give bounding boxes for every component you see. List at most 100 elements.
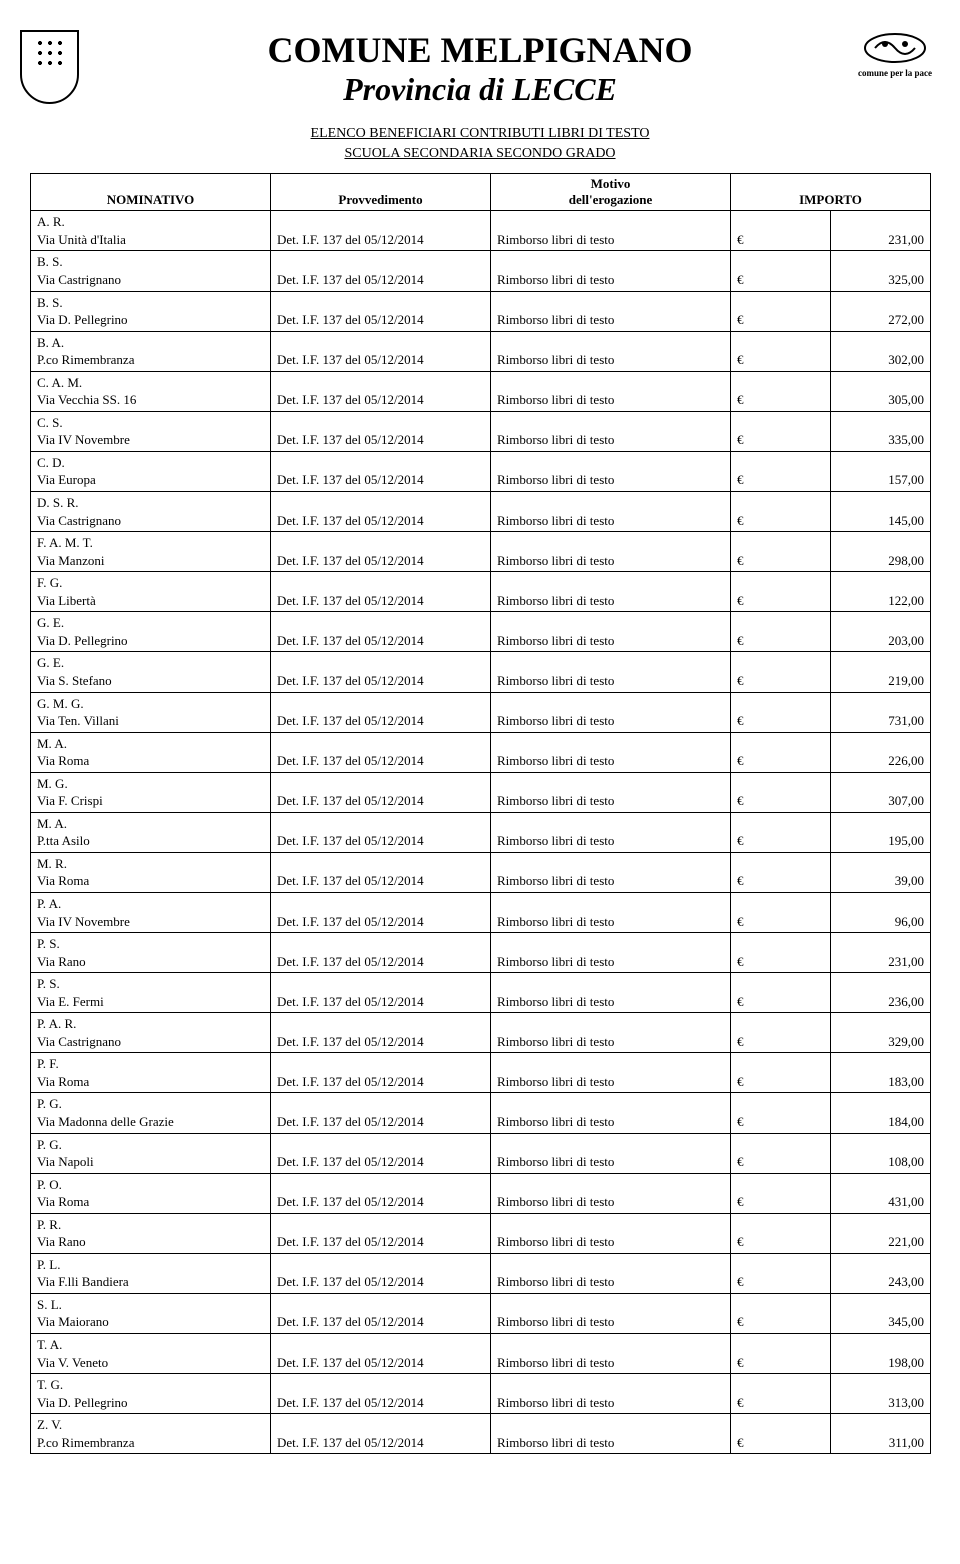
cell-motivo: Rimborso libri di testo — [491, 1374, 731, 1414]
cell-nominativo: P. A.Via IV Novembre — [31, 892, 271, 932]
cell-nominativo: B. S.Via Castrignano — [31, 251, 271, 291]
section-heading: ELENCO BENEFICIARI CONTRIBUTI LIBRI DI T… — [30, 124, 930, 163]
beneficiary-initials: G. M. G. — [37, 696, 84, 711]
beneficiary-address: Via E. Fermi — [37, 994, 104, 1009]
table-row: P. S.Via RanoDet. I.F. 137 del 05/12/201… — [31, 933, 931, 973]
cell-amount: 272,00 — [831, 291, 931, 331]
beneficiary-address: Via Manzoni — [37, 553, 104, 568]
beneficiary-address: Via F. Crispi — [37, 793, 103, 808]
cell-amount: 236,00 — [831, 973, 931, 1013]
cell-nominativo: P. R.Via Rano — [31, 1213, 271, 1253]
cell-currency: € — [731, 1414, 831, 1454]
cell-currency: € — [731, 612, 831, 652]
beneficiary-initials: D. S. R. — [37, 495, 79, 510]
col-nominativo: NOMINATIVO — [31, 174, 271, 211]
table-header-row: NOMINATIVO Provvedimento Motivo dell'ero… — [31, 174, 931, 211]
cell-nominativo: B. S.Via D. Pellegrino — [31, 291, 271, 331]
cell-nominativo: P. G.Via Napoli — [31, 1133, 271, 1173]
cell-nominativo: P. G.Via Madonna delle Grazie — [31, 1093, 271, 1133]
cell-nominativo: P. A. R.Via Castrignano — [31, 1013, 271, 1053]
table-row: P. G.Via Madonna delle GrazieDet. I.F. 1… — [31, 1093, 931, 1133]
cell-motivo: Rimborso libri di testo — [491, 572, 731, 612]
cell-nominativo: D. S. R.Via Castrignano — [31, 492, 271, 532]
cell-amount: 302,00 — [831, 331, 931, 371]
beneficiary-address: Via Roma — [37, 1074, 89, 1089]
cell-provvedimento: Det. I.F. 137 del 05/12/2014 — [271, 1093, 491, 1133]
beneficiary-initials: C. S. — [37, 415, 63, 430]
beneficiary-initials: A. R. — [37, 214, 65, 229]
cell-motivo: Rimborso libri di testo — [491, 411, 731, 451]
beneficiary-initials: F. G. — [37, 575, 62, 590]
cell-currency: € — [731, 812, 831, 852]
cell-motivo: Rimborso libri di testo — [491, 1013, 731, 1053]
table-row: T. A. Via V. Veneto Det. I.F. 137 del 05/1… — [31, 1334, 931, 1374]
cell-amount: 39,00 — [831, 852, 931, 892]
table-row: P. A.Via IV NovembreDet. I.F. 137 del 05… — [31, 892, 931, 932]
cell-provvedimento: Det. I.F. 137 del 05/12/2014 — [271, 1334, 491, 1374]
beneficiary-initials: P. S. — [37, 936, 60, 951]
cell-nominativo: T. G.Via D. Pellegrino — [31, 1374, 271, 1414]
beneficiary-address: P.co Rimembranza — [37, 1435, 134, 1450]
table-row: B. S.Via D. PellegrinoDet. I.F. 137 del … — [31, 291, 931, 331]
beneficiary-initials: T. A. — [37, 1337, 62, 1352]
cell-currency: € — [731, 732, 831, 772]
cell-amount: 307,00 — [831, 772, 931, 812]
table-row: Z. V.P.co RimembranzaDet. I.F. 137 del 0… — [31, 1414, 931, 1454]
table-row: F. A. M. T.Via ManzoniDet. I.F. 137 del … — [31, 532, 931, 572]
cell-motivo: Rimborso libri di testo — [491, 492, 731, 532]
beneficiary-address: Via F.lli Bandiera — [37, 1274, 129, 1289]
cell-provvedimento: Det. I.F. 137 del 05/12/2014 — [271, 451, 491, 491]
cell-motivo: Rimborso libri di testo — [491, 1293, 731, 1333]
table-row: P. R.Via RanoDet. I.F. 137 del 05/12/201… — [31, 1213, 931, 1253]
beneficiary-initials: C. D. — [37, 455, 65, 470]
table-row: G. E.Via S. StefanoDet. I.F. 137 del 05/… — [31, 652, 931, 692]
beneficiary-address: Via Rano — [37, 1234, 86, 1249]
beneficiary-initials: T. G. — [37, 1377, 63, 1392]
cell-amount: 221,00 — [831, 1213, 931, 1253]
cell-provvedimento: Det. I.F. 137 del 05/12/2014 — [271, 1173, 491, 1213]
beneficiary-initials: P. O. — [37, 1177, 62, 1192]
table-row: M. R.Via RomaDet. I.F. 137 del 05/12/201… — [31, 852, 931, 892]
beneficiary-address: Via V. Veneto — [37, 1355, 108, 1370]
table-row: P. F.Via RomaDet. I.F. 137 del 05/12/201… — [31, 1053, 931, 1093]
cell-amount: 203,00 — [831, 612, 931, 652]
cell-amount: 184,00 — [831, 1093, 931, 1133]
cell-currency: € — [731, 371, 831, 411]
beneficiary-initials: G. E. — [37, 615, 64, 630]
page: comune per la pace COMUNE MELPIGNANO Pro… — [0, 0, 960, 1494]
cell-amount: 219,00 — [831, 652, 931, 692]
cell-motivo: Rimborso libri di testo — [491, 1053, 731, 1093]
cell-provvedimento: Det. I.F. 137 del 05/12/2014 — [271, 812, 491, 852]
cell-currency: € — [731, 1013, 831, 1053]
cell-provvedimento: Det. I.F. 137 del 05/12/2014 — [271, 612, 491, 652]
beneficiary-address: P.co Rimembranza — [37, 352, 134, 367]
cell-nominativo: P. S. Via Rano — [31, 933, 271, 973]
cell-motivo: Rimborso libri di testo — [491, 732, 731, 772]
cell-currency: € — [731, 492, 831, 532]
cell-provvedimento: Det. I.F. 137 del 05/12/2014 — [271, 1414, 491, 1454]
cell-currency: € — [731, 852, 831, 892]
cell-motivo: Rimborso libri di testo — [491, 1334, 731, 1374]
cell-nominativo: P. L.Via F.lli Bandiera — [31, 1253, 271, 1293]
table-row: G. M. G.Via Ten. VillaniDet. I.F. 137 de… — [31, 692, 931, 732]
table-row: C. A. M.Via Vecchia SS. 16Det. I.F. 137 … — [31, 371, 931, 411]
beneficiary-address: Via Roma — [37, 1194, 89, 1209]
table-row: B. A.P.co RimembranzaDet. I.F. 137 del 0… — [31, 331, 931, 371]
cell-currency: € — [731, 933, 831, 973]
cell-currency: € — [731, 1213, 831, 1253]
beneficiary-address: Via Rano — [37, 954, 86, 969]
table-row: M. A.Via RomaDet. I.F. 137 del 05/12/201… — [31, 732, 931, 772]
cell-nominativo: M. A.Via Roma — [31, 732, 271, 772]
cell-amount: 329,00 — [831, 1013, 931, 1053]
table-row: P. O. Via Roma Det. I.F. 137 del 05/12/201… — [31, 1173, 931, 1213]
cell-amount: 243,00 — [831, 1253, 931, 1293]
cell-nominativo: G. E.Via D. Pellegrino — [31, 612, 271, 652]
cell-provvedimento: Det. I.F. 137 del 05/12/2014 — [271, 211, 491, 251]
table-row: C. S.Via IV NovembreDet. I.F. 137 del 05… — [31, 411, 931, 451]
cell-provvedimento: Det. I.F. 137 del 05/12/2014 — [271, 852, 491, 892]
cell-currency: € — [731, 1334, 831, 1374]
cell-motivo: Rimborso libri di testo — [491, 1253, 731, 1293]
table-row: D. S. R.Via CastrignanoDet. I.F. 137 del… — [31, 492, 931, 532]
cell-motivo: Rimborso libri di testo — [491, 692, 731, 732]
table-row: A. R.Via Unità d'ItaliaDet. I.F. 137 del… — [31, 211, 931, 251]
